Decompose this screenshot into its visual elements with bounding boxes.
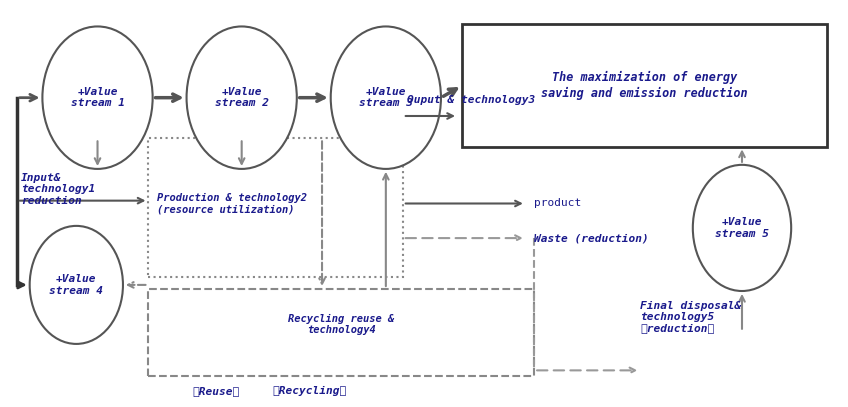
- FancyBboxPatch shape: [462, 24, 827, 147]
- Ellipse shape: [693, 165, 791, 291]
- Text: Ouput & technology3: Ouput & technology3: [407, 95, 535, 105]
- Ellipse shape: [42, 26, 153, 169]
- Ellipse shape: [187, 26, 297, 169]
- Text: product: product: [534, 199, 582, 208]
- Text: Input&
technology1
reduction: Input& technology1 reduction: [21, 173, 96, 206]
- Text: Recycling reuse &
technology4: Recycling reuse & technology4: [288, 314, 394, 335]
- FancyBboxPatch shape: [148, 289, 534, 376]
- Text: Production & technology2
(resource utilization): Production & technology2 (resource utili…: [157, 193, 307, 214]
- Text: +Value
stream 5: +Value stream 5: [715, 217, 769, 239]
- Text: （Recycling）: （Recycling）: [272, 386, 347, 396]
- FancyBboxPatch shape: [148, 138, 403, 277]
- Text: +Value
stream 1: +Value stream 1: [70, 87, 125, 109]
- Text: +Value
stream 2: +Value stream 2: [215, 87, 269, 109]
- Text: Waste (reduction): Waste (reduction): [534, 233, 649, 243]
- Ellipse shape: [30, 226, 123, 344]
- Ellipse shape: [331, 26, 441, 169]
- Text: The maximization of energy
saving and emission reduction: The maximization of energy saving and em…: [541, 71, 748, 100]
- Text: +Value
stream 3: +Value stream 3: [359, 87, 413, 109]
- Text: Final disposal&
technology5
（reduction）: Final disposal& technology5 （reduction）: [640, 301, 741, 334]
- Text: （Reuse）: （Reuse）: [192, 386, 240, 396]
- Text: +Value
stream 4: +Value stream 4: [49, 274, 103, 296]
